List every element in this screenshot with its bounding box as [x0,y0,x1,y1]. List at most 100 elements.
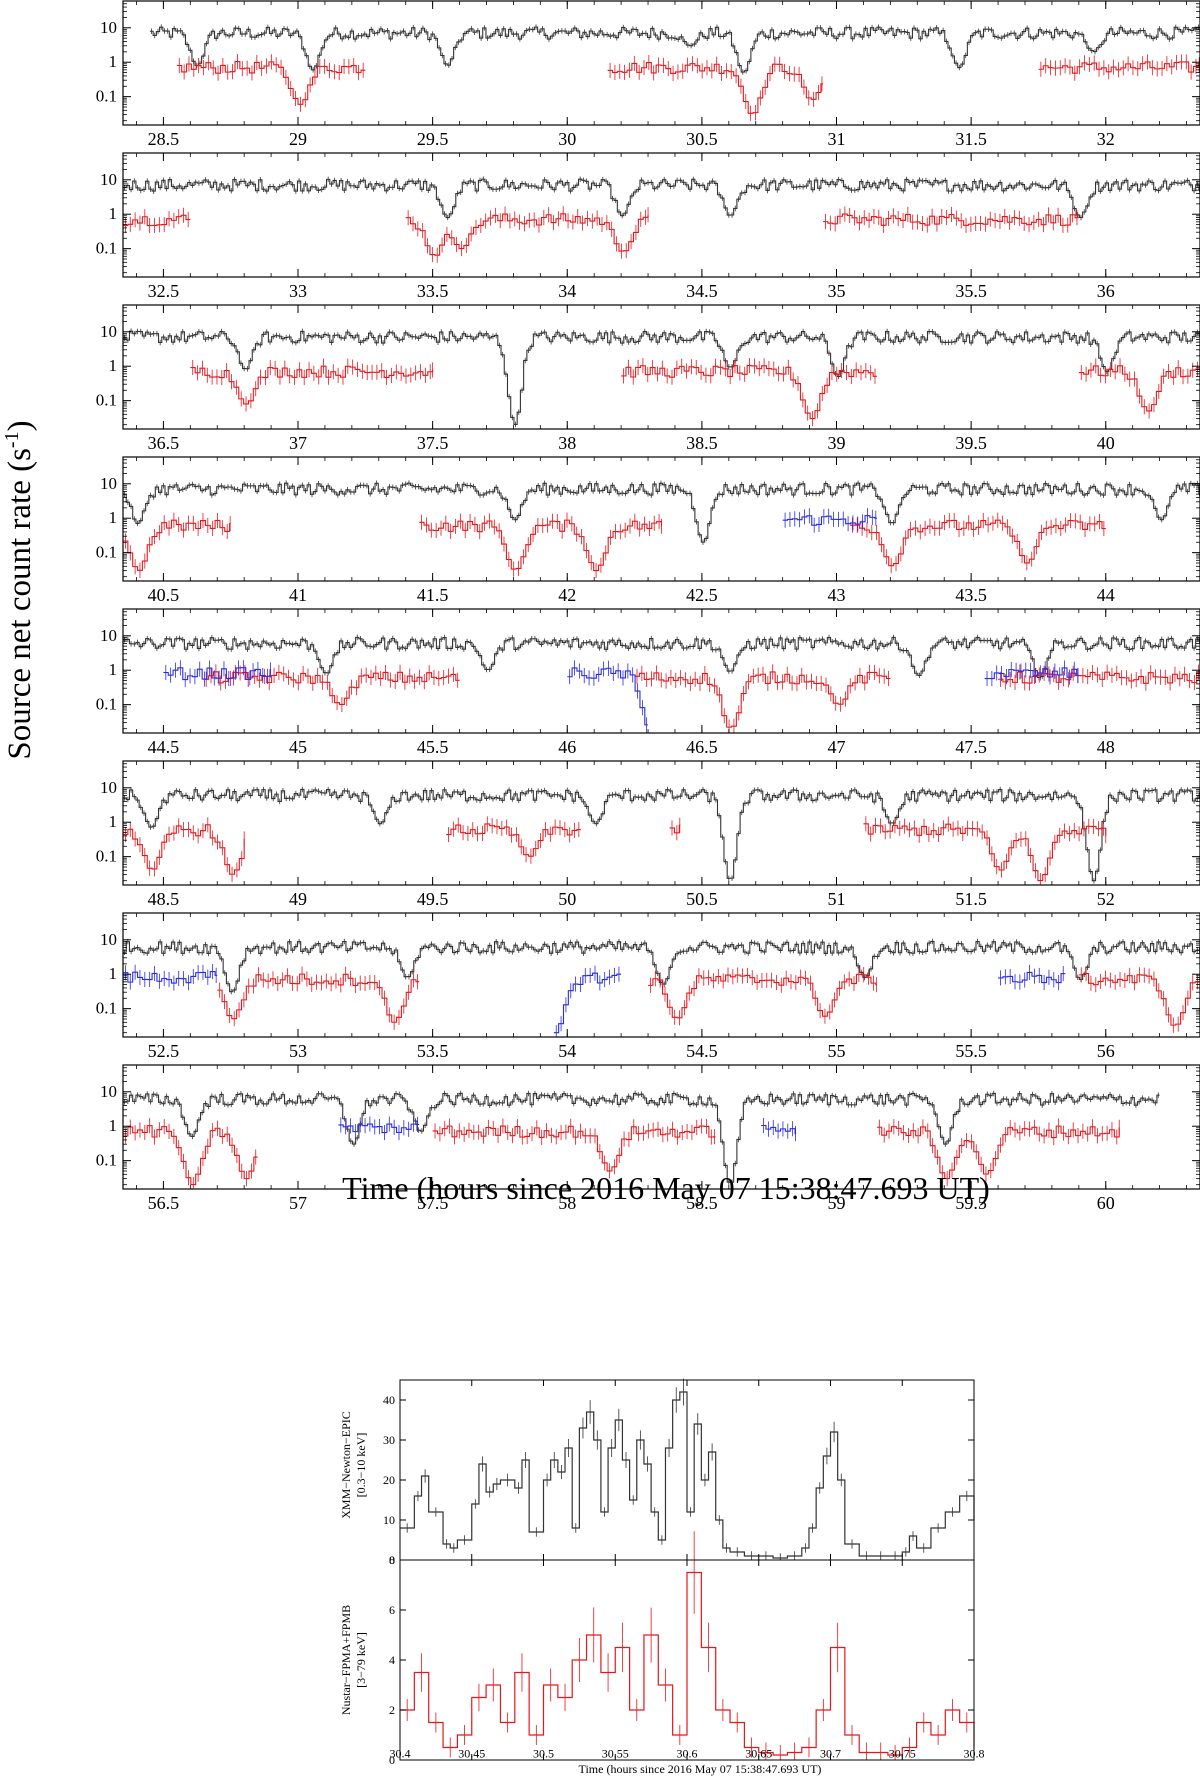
nustar-error-bars [636,664,889,733]
nustar-lightcurve-segment [648,973,877,1019]
x-tick-label: 43 [828,585,846,605]
x-tick-label: 31 [828,129,846,149]
x-tick-label: 56.5 [148,1193,180,1213]
panel-frame [122,760,1200,886]
blue-lightcurve-segment [761,1124,797,1135]
panel-frame [122,608,1200,734]
x-tick-label: 53.5 [417,1041,449,1061]
inset-bottom-panel: 0 2 4 6 8 [389,1531,975,1767]
overview-panel-7: 10 1 0.1 52.5 53 53.5 54 54.5 55 55.5 56 [96,912,1200,1061]
nustar-inset-curve [400,1571,975,1756]
x-tick-label: 41.5 [417,585,449,605]
nustar-error-bars [865,816,1107,885]
y-tick-label: 10 [100,474,117,493]
blue-error-bars [165,660,271,688]
nustar-lightcurve-segment [217,973,420,1023]
x-tick-label: 28.5 [148,129,180,149]
x-tick-label: 36 [1097,281,1115,301]
blue-error-bars [125,964,217,991]
x-tick-label: 40.5 [148,585,180,605]
x-tick-label: 38.5 [686,433,718,453]
x-tick-label: 59 [828,1193,846,1213]
x-tick-label: 51 [828,889,846,909]
panel-2-series [123,176,1200,263]
x-tick-label: 33 [289,281,307,301]
x-tick-label: 50.5 [686,889,718,909]
y-tick-label: 1 [109,52,118,71]
nustar-lightcurve-segment [123,519,231,571]
x-tick-label: 45.5 [417,737,449,757]
y-tick-label: 10 [100,170,117,189]
xmm-lightcurve-segment [123,636,1200,679]
inset-x-tick-label: 30.7 [820,1747,841,1761]
overview-x-axis-label: Time (hours since 2016 May 07 15:38:47.6… [342,1170,990,1206]
x-tick-label: 45 [289,737,307,757]
nustar-error-bars [219,966,418,1030]
nustar-lightcurve-segment [123,1125,258,1186]
nustar-lightcurve-segment [1078,973,1200,1026]
nustar-lightcurve-segment [621,365,877,420]
inset-bottom-y-label-1: Nustar−FPMA+FPMB [339,1605,353,1715]
y-tick-label: 0.1 [96,847,117,866]
inset-x-tick-label: 30.4 [390,1747,411,1761]
xmm-lightcurve-segment [123,178,1200,219]
nustar-error-bars [407,206,649,263]
blue-error-bars [986,660,1079,687]
overview-panel-5: 10 1 0.1 44.5 45 45.5 46 46.5 47 47.5 48 [96,608,1200,757]
nustar-lightcurve-segment [203,671,460,705]
panel-frame [122,912,1200,1038]
overview-panel-2: 10 1 0.1 32.5 33 33.5 34 34.5 35 35.5 36 [96,152,1200,301]
x-tick-label: 35 [828,281,846,301]
panel-1-series [149,24,1200,121]
x-tick-label: 34 [558,281,576,301]
nustar-lightcurve-segment [849,519,1106,567]
overview-panel-1: 10 1 0.1 28.5 29 29.5 30 30.5 31 31.5 32 [96,0,1200,149]
x-tick-label: 54 [558,1041,576,1061]
xmm-lightcurve-segment [123,940,1200,993]
x-tick-label: 30 [558,129,576,149]
x-tick-label: 42 [558,585,576,605]
panel-4-series [123,480,1200,579]
nustar-lightcurve-segment [1078,365,1200,412]
nustar-error-bars [650,966,877,1026]
overview-panel-4: 10 1 0.1 40.5 41 41.5 42 42.5 43 43.5 44 [96,456,1200,605]
panel-frame [122,456,1200,582]
x-tick-label: 29 [289,129,307,149]
inset-y-tick-label: 10 [383,1513,395,1527]
overview-panel-6: 10 1 0.1 48.5 49 49.5 50 50.5 51 51.5 52 [96,760,1200,909]
inset-x-tick-label: 30.8 [964,1747,985,1761]
x-tick-label: 57.5 [417,1193,449,1213]
x-tick-label: 58.5 [686,1193,718,1213]
x-tick-label: 55 [828,1041,846,1061]
nustar-lightcurve-segment [607,61,824,114]
panel-3-series [123,328,1200,428]
inset-top-y-label-2: [0.3−10 keV] [354,1433,368,1498]
xmm-error-bars [151,24,1200,75]
x-tick-label: 39 [828,433,846,453]
nustar-error-bars [1080,358,1200,419]
nustar-error-bars [448,816,580,864]
nustar-lightcurve-segment [876,1125,1120,1180]
x-tick-label: 43.5 [955,585,987,605]
nustar-error-bars [125,207,189,234]
y-tick-label: 0.1 [96,1151,117,1170]
x-tick-label: 33.5 [417,281,449,301]
y-tick-label: 1 [109,1116,118,1135]
x-tick-label: 40 [1097,433,1115,453]
x-tick-label: 34.5 [686,281,718,301]
overview-panel-8: 10 1 0.1 56.5 57 57.5 58 58.5 59 59.5 60 [96,1064,1200,1213]
inset-y-tick-label: 8 [389,1553,395,1567]
x-tick-label: 32 [1097,129,1115,149]
blue-lightcurve-segment [998,971,1066,984]
inset-x-tick-label: 30.6 [677,1747,698,1761]
nustar-error-bars [192,358,434,412]
x-tick-label: 46 [558,737,576,757]
x-tick-label: 53 [289,1041,307,1061]
nustar-error-bars [125,1118,257,1189]
overview-lightcurve-panels: 10 1 0.1 28.5 29 29.5 30 30.5 31 31.5 32 10 1 0.1 32.5… [96,0,1200,1213]
inset-y-tick-label: 6 [389,1603,395,1617]
panel-frame [122,0,1200,126]
nustar-error-bars [1040,54,1200,81]
x-tick-label: 48.5 [148,889,180,909]
